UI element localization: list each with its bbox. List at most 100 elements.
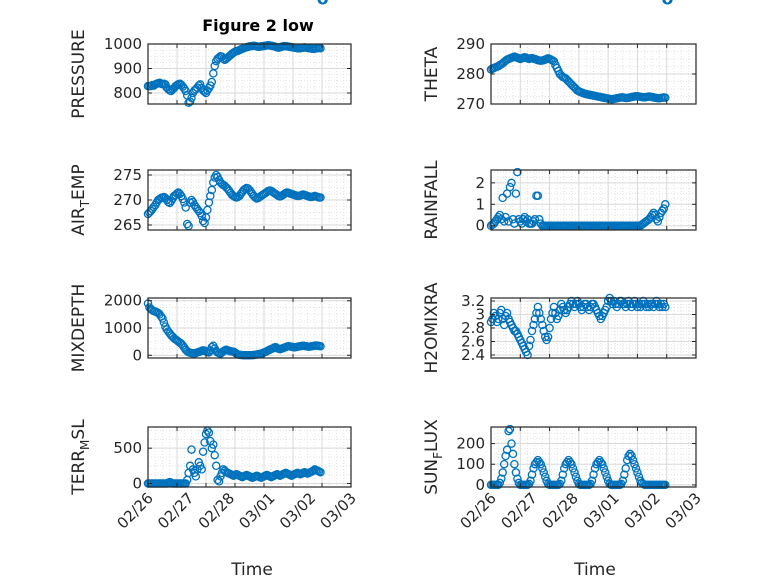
y-axis-label: RAINFALL [422,160,442,240]
data-point [206,191,215,201]
data-point [214,477,224,486]
data-point [628,455,638,465]
y-axis-label: TERRMSL [69,419,92,496]
data-point [319,0,328,5]
axes-box [147,426,352,488]
data-point [316,193,325,202]
data-point [540,472,550,481]
data-point [316,43,325,53]
data-point [570,468,579,477]
axes-box [490,169,697,231]
data-point [498,193,507,203]
data-point [530,215,540,224]
data-point [526,476,535,486]
data-point [524,341,534,351]
y-tick-label: 1 [475,195,485,213]
y-tick-label: 3 [475,306,485,324]
data-point [182,219,192,229]
data-point [207,77,217,87]
data-point [536,314,546,324]
data-point [589,470,598,479]
y-tick-label: 800 [113,84,142,102]
data-point [159,318,169,327]
y-tick-label: 0 [132,346,142,364]
y-tick-label: 1000 [104,319,142,337]
y-tick-label: 200 [456,435,485,453]
x-axis-label-left: Time [230,560,273,580]
axes-box [147,43,352,105]
data-point [316,467,325,477]
data-point [180,198,189,207]
y-tick-label: 1000 [104,35,142,53]
data-point [190,86,199,95]
data-point [557,476,566,486]
y-axis-label: THETA [422,46,442,102]
subplot-4: 0 1 2 RAINFALL [422,0,697,240]
subplot-1: 800 900 1000 PRESSURE [69,0,352,119]
data-point [546,314,556,324]
y-tick-label: 0 [475,217,485,235]
y-tick-label: 2.6 [461,333,485,351]
subplot-3: 265 270 275 AIRTEMP [69,0,352,236]
data-point [502,308,512,318]
y-axis-label: MIXDEPTH [69,284,89,373]
data-point [543,332,553,342]
data-point [527,470,537,479]
data-point [200,438,209,447]
data-point [527,219,537,228]
data-point [498,468,507,477]
data-point [187,93,196,103]
data-point [618,476,628,486]
data-point [627,451,636,461]
data-point [204,428,214,437]
data-point [538,464,547,473]
data-point [533,191,543,200]
data-point [529,217,538,226]
data-point [492,215,502,224]
y-tick-label: 275 [113,166,142,184]
data-point [505,182,515,192]
y-tick-label: 2 [475,174,485,192]
data-point [507,178,516,188]
data-point [602,472,611,481]
data-point [497,474,506,483]
data-point [527,326,537,336]
figure-title: Figure 2 low [202,16,314,35]
data-point [158,314,167,323]
y-axis-label: PRESSURE [69,29,89,118]
data-point [535,308,544,318]
data-point [661,480,670,490]
data-point [661,302,670,312]
data-point [507,439,516,448]
data-point [656,208,666,218]
data-point [532,457,541,467]
data-point [166,86,176,96]
data-point [181,203,190,212]
data-point [545,323,554,333]
data-point [209,440,218,449]
y-tick-label: 0 [132,474,142,492]
data-point [508,449,518,459]
data-point [526,335,535,345]
data-point [187,445,196,454]
data-point [568,464,578,473]
subplot-6: 2.42.62.833.2 H2OMIXRA [422,0,697,374]
data-point [210,450,219,460]
y-tick-label: 3.2 [461,292,485,310]
data-point [593,457,603,467]
data-point [502,445,512,455]
data-point [505,424,515,434]
data-point [554,311,563,321]
y-axis-label: H2OMIXRA [422,282,442,373]
data-point [523,350,532,360]
data-point [598,459,607,469]
y-tick-label: 280 [456,65,485,83]
data-point [185,97,195,106]
data-point [510,459,519,469]
data-point [197,465,206,474]
y-tick-label: 2.4 [461,346,485,364]
y-tick-label: 2.8 [461,319,485,337]
data-point [538,320,547,330]
data-point [511,189,521,198]
